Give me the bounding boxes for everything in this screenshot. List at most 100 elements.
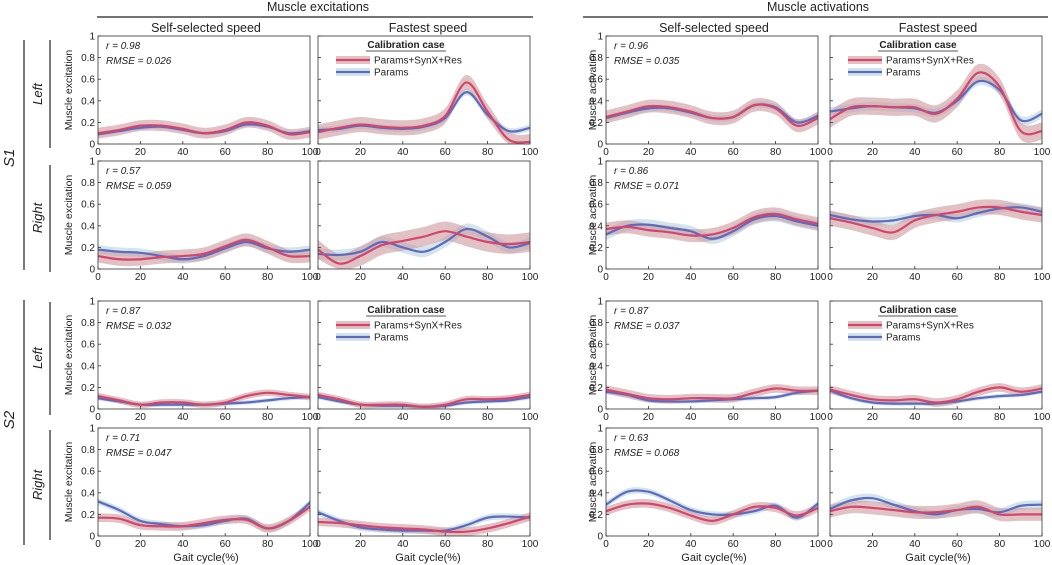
- red-series-line: [98, 391, 310, 406]
- x-tick-label: 100: [522, 147, 539, 158]
- x-tick-label: 0: [827, 272, 833, 283]
- panel-r2-c2: 0 20 40 60 80 100 0 0.2 0.4 0.6 0.8 1 Muscle activat…: [587, 297, 827, 424]
- x-tick-label: 20: [867, 412, 879, 423]
- x-tick-label: 80: [770, 539, 782, 550]
- x-tick-label: 20: [135, 412, 147, 423]
- xlabel-col-0: Gait cycle(%): [173, 552, 238, 564]
- legend-entry-red: Params+SynX+Res: [886, 321, 974, 332]
- x-tick-label: 40: [685, 147, 697, 158]
- col-title-3: Fastest speed: [899, 21, 978, 35]
- y-tick-label: 0.4: [81, 361, 95, 372]
- y-tick-label: 0: [89, 405, 95, 416]
- x-tick-label: 60: [440, 272, 452, 283]
- y-tick-label: 0.4: [81, 96, 95, 107]
- xlabel-col-1: Gait cycle(%): [395, 552, 460, 564]
- panel-frame: [97, 35, 311, 145]
- red-series-line: [606, 502, 818, 522]
- x-tick-label: 60: [220, 412, 232, 423]
- r-annotation: r = 0.96: [614, 41, 649, 52]
- y-tick-label: 1: [89, 32, 95, 43]
- y-tick-label: 0.8: [81, 445, 95, 456]
- side-label-s2-right: Right: [30, 468, 45, 500]
- x-tick-label: 60: [440, 539, 452, 550]
- panel-r3-c2: 0 20 40 60 80 100 0 0.2 0.4 0.6 0.8 1 Muscle activat…: [587, 424, 827, 551]
- x-tick-label: 0: [95, 272, 101, 283]
- x-tick-label: 20: [355, 412, 367, 423]
- panel-frame: [829, 35, 1043, 145]
- panel-plot-area: [830, 493, 1042, 522]
- y-tick-label: 0.2: [589, 383, 603, 394]
- y-tick-label: 0.6: [81, 340, 95, 351]
- x-tick-label: 0: [603, 412, 609, 423]
- x-tick-label: 20: [643, 539, 655, 550]
- panel-r0-c1: 0 20 40 60 80 100 Calibration case Params+SynX+…: [315, 35, 539, 158]
- y-tick-label: 0.8: [589, 318, 603, 329]
- x-tick-label: 60: [220, 272, 232, 283]
- y-tick-label: 0.6: [81, 200, 95, 211]
- panel-frame: [317, 35, 531, 145]
- x-tick-label: 100: [302, 539, 319, 550]
- x-tick-label: 0: [315, 412, 321, 423]
- blue-series-line: [606, 214, 818, 240]
- x-tick-label: 80: [770, 272, 782, 283]
- x-tick-label: 40: [397, 412, 409, 423]
- panel-plot-area: [606, 384, 818, 404]
- x-tick-label: 80: [994, 272, 1006, 283]
- x-tick-label: 40: [397, 147, 409, 158]
- red-series-line: [98, 505, 310, 530]
- blue-series-line: [606, 489, 818, 519]
- panel-r2-c1: 0 20 40 60 80 100 Calibration case Params+SynX+…: [315, 300, 539, 423]
- x-tick-label: 0: [603, 539, 609, 550]
- x-tick-label: 100: [810, 147, 827, 158]
- x-tick-label: 80: [262, 539, 274, 550]
- red-series-line: [98, 238, 310, 261]
- y-tick-label: 0.4: [589, 488, 603, 499]
- legend-title: Calibration case: [367, 40, 445, 51]
- x-tick-label: 20: [135, 147, 147, 158]
- panel-plot-area: [830, 383, 1042, 407]
- legend-title: Calibration case: [879, 40, 957, 51]
- x-tick-label: 40: [685, 539, 697, 550]
- x-tick-label: 0: [827, 147, 833, 158]
- y-axis-label: Muscle excitation: [63, 175, 75, 256]
- x-tick-label: 20: [867, 539, 879, 550]
- x-tick-label: 80: [770, 412, 782, 423]
- x-tick-label: 100: [522, 539, 539, 550]
- x-tick-label: 20: [135, 539, 147, 550]
- x-tick-label: 80: [994, 412, 1006, 423]
- y-axis-label: Muscle activation: [587, 50, 599, 131]
- y-tick-label: 1: [89, 297, 95, 308]
- x-tick-label: 100: [1034, 147, 1051, 158]
- y-tick-label: 1: [89, 424, 95, 435]
- subject-label-s2: S2: [1, 410, 18, 429]
- y-tick-label: 1: [597, 157, 603, 168]
- red-series-line: [830, 205, 1042, 234]
- red-series-line: [830, 505, 1042, 517]
- rmse-annotation: RMSE = 0.047: [106, 448, 172, 459]
- r-annotation: r = 0.86: [614, 166, 649, 177]
- legend-title: Calibration case: [367, 305, 445, 316]
- x-tick-label: 40: [397, 539, 409, 550]
- panel-r1-c1: 0 20 40 60 80 100: [315, 160, 539, 283]
- x-tick-label: 80: [262, 147, 274, 158]
- panel-frame: [317, 160, 531, 270]
- x-tick-label: 0: [827, 412, 833, 423]
- panel-r3-c3: 0 20 40 60 80 100: [827, 427, 1051, 550]
- x-tick-label: 60: [440, 412, 452, 423]
- rmse-annotation: RMSE = 0.071: [614, 181, 679, 192]
- x-tick-label: 100: [522, 272, 539, 283]
- y-tick-label: 0.6: [589, 340, 603, 351]
- rmse-annotation: RMSE = 0.059: [106, 181, 172, 192]
- legend-entry-blue: Params: [374, 68, 408, 79]
- y-axis-label: Muscle activation: [587, 315, 599, 396]
- rmse-annotation: RMSE = 0.026: [106, 56, 172, 67]
- panel-plot-area: [318, 509, 530, 536]
- y-tick-label: 1: [597, 297, 603, 308]
- x-tick-label: 100: [810, 272, 827, 283]
- y-tick-label: 0: [597, 265, 603, 276]
- y-tick-label: 0.6: [81, 467, 95, 478]
- panel-frame: [605, 300, 819, 410]
- x-tick-label: 100: [1034, 539, 1051, 550]
